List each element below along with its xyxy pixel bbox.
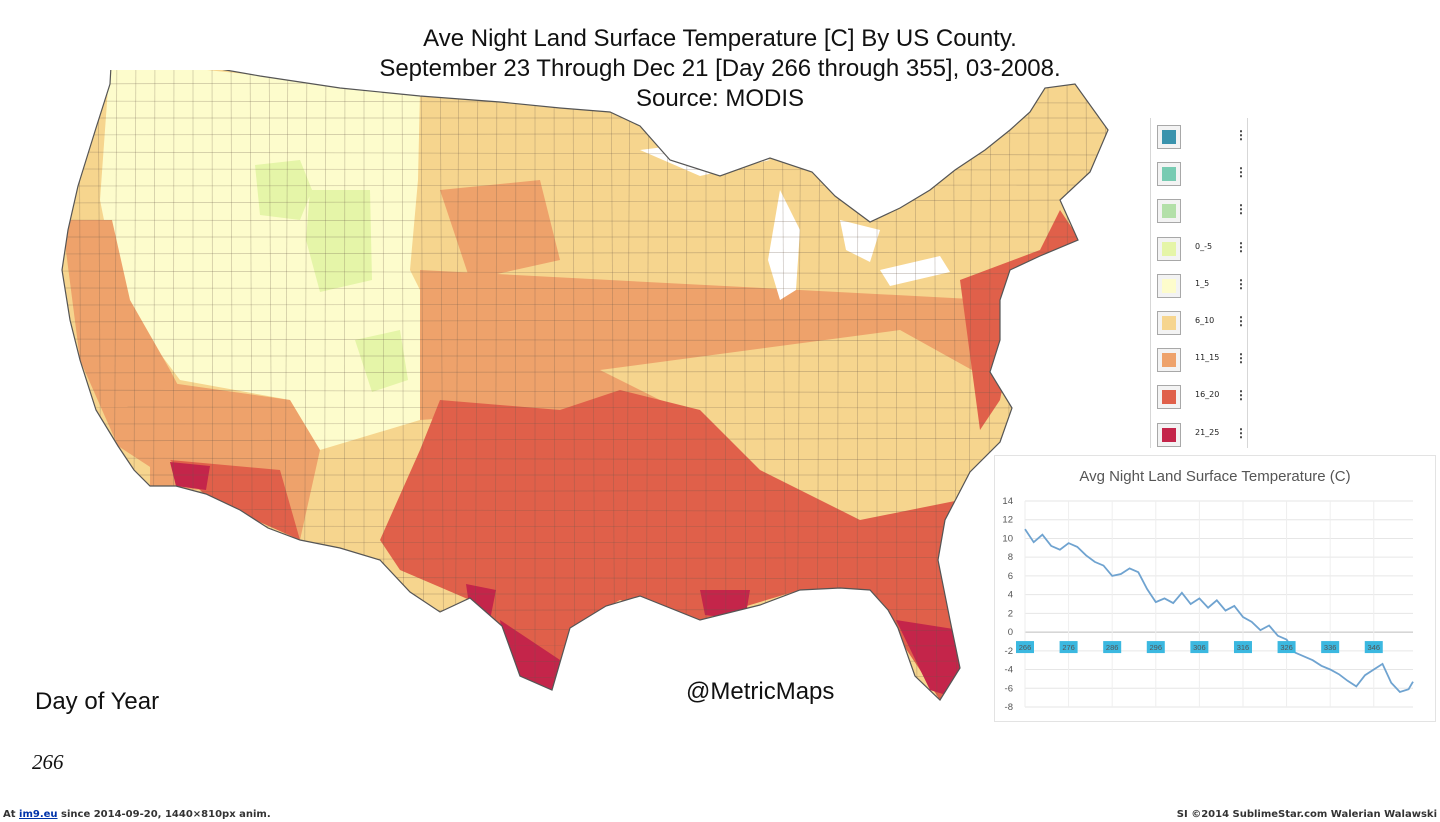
footer-left: At im9.eu since 2014-09-20, 1440×810px a… [3,809,271,820]
legend-item: 21_25 ⋮ [1157,422,1247,449]
legend-swatch [1157,422,1181,447]
x-tick-label-bg [1364,641,1383,654]
legend-swatch-color [1162,390,1176,405]
legend-swatch [1157,236,1181,261]
footer-suffix: since 2014-09-20, 1440×810px anim. [57,809,271,820]
x-tick-label-bg [1146,641,1165,654]
footer-bar: At im9.eu since 2014-09-20, 1440×810px a… [0,808,1440,822]
y-tick-label: 6 [1008,571,1013,582]
chart-svg: 14 12 10 8 6 4 2 0 -2 -4 -6 -8 266 276 286 296 306 316 326… [1002,496,1414,713]
legend-item: ⋮ [1157,199,1247,225]
footer-prefix: At [3,809,20,820]
legend-swatch-color [1162,353,1176,368]
us-county-temperature-map [61,70,1109,701]
y-tick-label: 10 [1002,533,1013,544]
x-tick-label: 316 [1237,643,1250,652]
series-line [1024,528,1414,694]
legend-menu-icon[interactable]: ⋮ [1235,314,1247,328]
x-tick-label-bg [1321,641,1340,654]
legend-label: 11_15 [1195,353,1220,363]
y-tick-label: 12 [1002,515,1013,526]
y-tick-label: 4 [1008,590,1013,601]
x-tick-label: 286 [1106,643,1119,652]
legend-swatch [1157,273,1181,298]
x-tick-label-bg [1103,641,1122,654]
legend-menu-icon[interactable]: ⋮ [1235,388,1247,403]
y-tick-label: 14 [1002,496,1013,507]
map-legend: ⋮ ⋮ ⋮ 0_-5 ⋮ 1_5 ⋮ 6_10 ⋮ 11_15 ⋮ 16_20 ⋮ 21_25 ⋮ [1150,118,1248,448]
legend-menu-icon[interactable]: ⋮ [1235,276,1247,291]
legend-menu-icon[interactable]: ⋮ [1235,128,1247,142]
footer-credit: SI ©2014 SublimeStar.com Walerian Walaws… [1176,809,1437,820]
x-tick-label-bg [1277,641,1296,654]
legend-menu-icon[interactable]: ⋮ [1235,202,1247,217]
chart-title: Avg Night Land Surface Temperature (C) [1079,468,1351,485]
legend-swatch-color [1162,427,1176,442]
legend-swatch [1157,162,1181,187]
x-tick-label: 296 [1150,643,1163,652]
x-tick-label-bg [1016,641,1034,654]
legend-swatch-color [1162,241,1176,256]
y-tick-label: -4 [1005,665,1013,676]
x-tick-label-bg [1233,641,1252,654]
legend-swatch [1157,348,1181,373]
x-tick-label: 266 [1019,643,1032,652]
legend-item: 11_15 ⋮ [1157,348,1247,374]
legend-swatch-color [1162,316,1176,330]
footer-link[interactable]: im9.eu [19,809,58,820]
y-tick-label: 0 [1008,627,1013,638]
legend-swatch [1157,311,1181,335]
y-tick-label: -2 [1005,646,1013,657]
legend-item: 1_5 ⋮ [1157,273,1247,300]
legend-menu-icon[interactable]: ⋮ [1235,239,1247,254]
title-line-3: Source: MODIS [635,85,805,112]
legend-item: 16_20 ⋮ [1157,385,1247,411]
legend-label: 1_5 [1195,278,1210,288]
legend-item: ⋮ [1157,162,1247,188]
legend-item: 6_10 ⋮ [1157,311,1247,337]
x-tick-label-bg [1190,641,1209,654]
x-tick-label: 336 [1324,643,1337,652]
legend-menu-icon[interactable]: ⋮ [1235,351,1247,366]
legend-label: 16_20 [1195,390,1220,400]
day-of-year-value: 266 [32,750,64,774]
y-tick-label: -6 [1005,683,1013,694]
temperature-line-chart: 14 12 10 8 6 4 2 0 -2 -4 -6 -8 266 276 286 296 306 316 326… [994,455,1436,722]
legend-swatch-color [1162,167,1176,182]
legend-swatch [1157,385,1181,410]
x-tick-label: 276 [1062,643,1075,652]
legend-menu-icon[interactable]: ⋮ [1235,425,1247,440]
legend-swatch-color [1162,278,1176,293]
legend-item: 0_-5 ⋮ [1157,236,1247,263]
y-tick-label: 2 [1008,608,1013,619]
legend-swatch [1157,125,1181,149]
legend-item: ⋮ [1157,125,1247,151]
y-tick-label: -8 [1005,702,1013,713]
legend-label: 0_-5 [1195,241,1213,251]
legend-swatch-color [1162,130,1176,144]
legend-swatch-color [1162,204,1176,219]
x-tick-label: 326 [1280,643,1293,652]
legend-label: 6_10 [1195,316,1215,325]
map-title: Ave Night Land Surface Temperature [C] B… [300,24,1140,114]
day-of-year-label: Day of Year [35,688,160,715]
title-line-1: Ave Night Land Surface Temperature [C] B… [423,25,1017,52]
legend-label: 21_25 [1195,427,1220,437]
legend-swatch [1157,199,1181,224]
title-line-2: September 23 Through Dec 21 [Day 266 thr… [379,55,1061,82]
x-tick-label-bg [1059,641,1078,654]
x-tick-label: 306 [1193,643,1206,652]
x-tick-label: 346 [1368,643,1381,652]
y-tick-label: 8 [1008,552,1013,563]
watermark: @MetricMaps [686,678,835,705]
legend-menu-icon[interactable]: ⋮ [1235,165,1247,180]
